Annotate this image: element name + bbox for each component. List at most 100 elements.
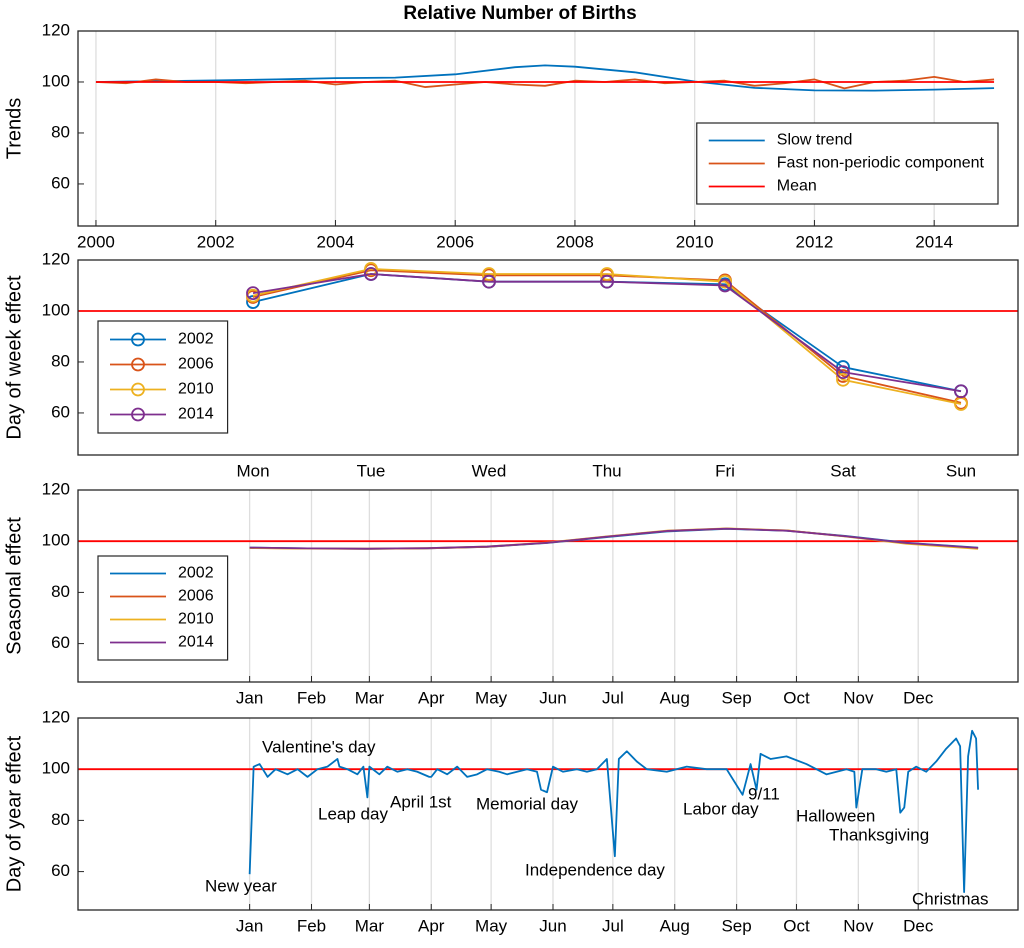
x-tick-label: 2002 xyxy=(197,232,235,251)
y-tick-label: 120 xyxy=(42,707,70,726)
y-tick-label: 120 xyxy=(42,20,70,39)
x-tick-label: Jun xyxy=(539,916,566,935)
series-line xyxy=(249,527,979,550)
axes-box xyxy=(77,259,1019,456)
x-tick-label: 2014 xyxy=(915,232,953,251)
y-tick-label: 100 xyxy=(42,71,70,90)
x-tick-label: 2012 xyxy=(796,232,834,251)
annotation: 9/11 xyxy=(748,784,780,803)
x-tick-label: Sep xyxy=(721,688,751,707)
annotation: Labor day xyxy=(683,799,759,818)
series-line xyxy=(248,729,979,893)
y-axis-label: Trends xyxy=(3,98,25,160)
legend-label: 2014 xyxy=(178,406,214,423)
x-tick-label: 2004 xyxy=(317,232,355,251)
x-tick-label: Jun xyxy=(539,688,566,707)
y-tick-label: 100 xyxy=(42,759,70,778)
x-tick-label: May xyxy=(475,916,508,935)
marker xyxy=(482,267,496,281)
annotation: Christmas xyxy=(912,889,989,908)
annotation: Valentine's day xyxy=(262,737,376,756)
x-tick-label: 2000 xyxy=(77,232,115,251)
marker xyxy=(482,274,496,289)
x-tick-label: Oct xyxy=(783,916,810,935)
x-tick-label: Nov xyxy=(843,916,874,935)
legend-marker xyxy=(131,407,145,422)
legend-marker xyxy=(131,382,145,397)
x-tick-label: Aug xyxy=(660,916,690,935)
y-axis-label: Day of year effect xyxy=(3,735,25,892)
x-tick-label: 2008 xyxy=(556,232,594,251)
y-tick-label: 100 xyxy=(42,300,70,319)
legend-label: Mean xyxy=(777,178,817,195)
annotation: New year xyxy=(205,876,277,895)
marker xyxy=(954,384,968,399)
marker xyxy=(364,267,378,281)
x-tick-label: Dec xyxy=(903,688,934,707)
axes-box xyxy=(77,489,1019,683)
y-tick-label: 80 xyxy=(51,810,70,829)
x-tick-label: Sun xyxy=(946,461,976,480)
x-tick-label: Nov xyxy=(843,688,874,707)
legend: Slow trend Fast non-periodic component Mea… xyxy=(696,122,999,205)
x-tick-label: Wed xyxy=(472,461,507,480)
legend-label: Fast non-periodic component xyxy=(777,155,985,172)
series-line xyxy=(252,268,962,405)
x-tick-label: Mar xyxy=(355,916,385,935)
legend-label: 2014 xyxy=(178,634,214,651)
x-tick-label: 2006 xyxy=(436,232,474,251)
x-tick-label: Jul xyxy=(602,916,624,935)
y-tick-label: 60 xyxy=(51,633,70,652)
marker xyxy=(600,267,614,281)
x-tick-label: Sat xyxy=(830,461,856,480)
annotation: Thanksgiving xyxy=(829,825,929,844)
annotation: Leap day xyxy=(318,804,388,823)
x-tick-label: Feb xyxy=(297,688,326,707)
axes-box xyxy=(77,30,1019,227)
marker xyxy=(600,274,614,289)
y-tick-label: 120 xyxy=(42,249,70,268)
x-tick-label: Jan xyxy=(236,916,263,935)
x-tick-label: Mar xyxy=(355,688,385,707)
x-tick-label: May xyxy=(475,688,508,707)
marker xyxy=(836,372,850,387)
y-tick-label: 100 xyxy=(42,531,70,550)
x-tick-label: Jan xyxy=(236,688,263,707)
marker xyxy=(718,278,732,293)
legend-label: Slow trend xyxy=(777,132,853,149)
legend-label: 2006 xyxy=(178,356,214,373)
y-tick-label: 80 xyxy=(51,351,70,370)
series-line xyxy=(95,75,995,90)
x-tick-label: Sep xyxy=(721,916,751,935)
legend-label: 2002 xyxy=(178,565,214,582)
annotation: Independence day xyxy=(525,860,665,879)
x-tick-label: Fri xyxy=(715,461,735,480)
y-tick-label: 80 xyxy=(51,582,70,601)
y-tick-label: 120 xyxy=(42,479,70,498)
marker xyxy=(246,286,260,301)
series-line xyxy=(252,273,962,393)
axes-box xyxy=(77,717,1019,911)
x-tick-label: Jul xyxy=(602,688,624,707)
marker xyxy=(718,274,732,289)
legend-marker xyxy=(131,357,145,372)
x-tick-label: 2010 xyxy=(676,232,714,251)
x-tick-label: Tue xyxy=(357,461,386,480)
marker xyxy=(836,365,850,380)
x-tick-label: Thu xyxy=(592,461,621,480)
x-tick-label: Oct xyxy=(783,688,810,707)
y-tick-label: 60 xyxy=(51,402,70,421)
legend: 2002 2006 2010 2014 xyxy=(97,320,229,434)
x-tick-label: Mon xyxy=(236,461,269,480)
x-tick-label: Aug xyxy=(660,688,690,707)
legend: 2002 2006 2010 2014 xyxy=(97,555,229,661)
x-tick-label: Dec xyxy=(903,916,934,935)
legend-label: 2002 xyxy=(178,331,214,348)
annotation: Memorial day xyxy=(476,794,579,813)
x-tick-label: Apr xyxy=(418,916,445,935)
legend-label: 2010 xyxy=(178,381,214,398)
legend-label: 2010 xyxy=(178,611,214,628)
legend-marker xyxy=(131,332,145,347)
x-tick-label: Apr xyxy=(418,688,445,707)
